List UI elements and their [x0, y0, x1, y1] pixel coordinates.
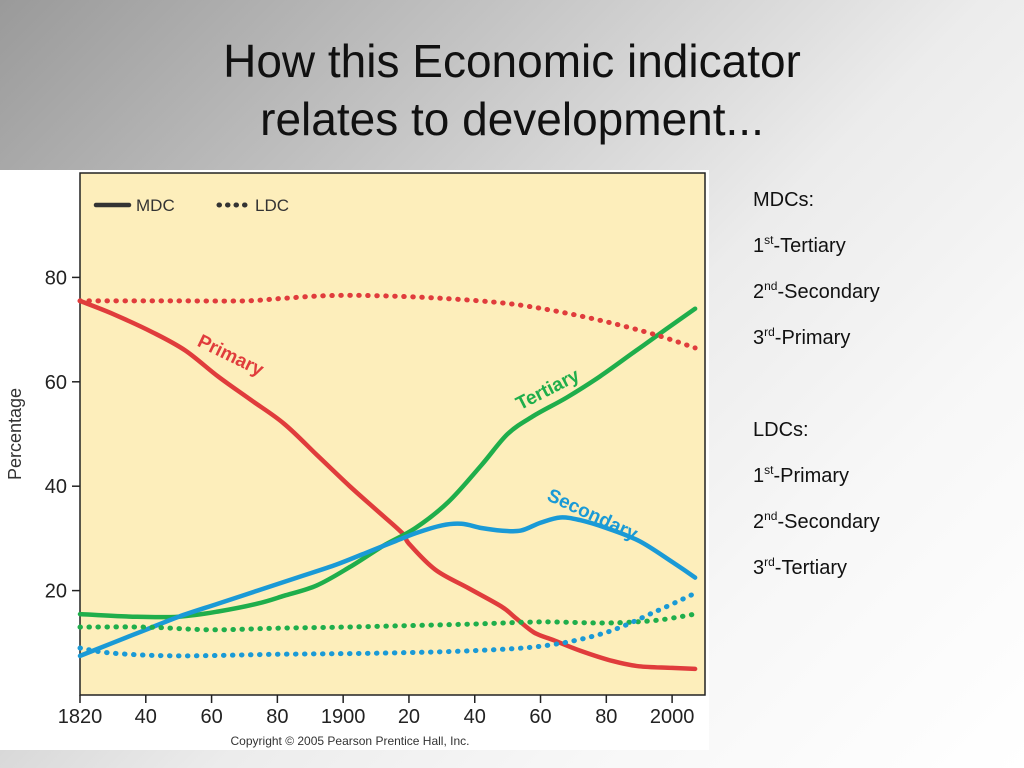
- y-tick-label: 60: [45, 372, 67, 394]
- ldc-heading: LDCs:: [753, 419, 809, 441]
- series-line-mdc-primary: [77, 298, 698, 672]
- x-tick-label: 80: [595, 706, 617, 728]
- axes: 20 40 60 80 1820 40 60 80 1900 20 40 60 80 2000: [45, 267, 695, 728]
- series-line-ldc-secondary: [77, 590, 698, 659]
- x-tick-label: 40: [464, 706, 486, 728]
- mdc-heading: MDCs:: [753, 189, 815, 211]
- series-line-mdc-secondary: [77, 515, 698, 659]
- series-line-ldc-tertiary: [77, 611, 698, 633]
- copyright-credit: Copyright © 2005 Pearson Prentice Hall, …: [231, 734, 470, 748]
- mdc-rank-1: 1st-Tertiary: [753, 233, 846, 257]
- plot-background: [79, 172, 706, 696]
- x-tick-label: 1820: [58, 706, 103, 728]
- x-tick-label: 80: [266, 706, 288, 728]
- slide-title-line-2: relates to development...: [260, 93, 764, 145]
- legend-label-mdc: MDC: [136, 196, 175, 215]
- x-tick-label: 1900: [321, 706, 366, 728]
- legend: MDC LDC: [93, 196, 289, 215]
- x-tick-label: 60: [529, 706, 551, 728]
- ldc-rank-3: 3rd-Tertiary: [753, 555, 848, 579]
- chart-figure: 20 40 60 80 1820 40 60 80 1900 20 40 60 80 2000 Prima…: [0, 170, 709, 750]
- series-lines: [77, 292, 698, 672]
- x-tick-label: 20: [398, 706, 420, 728]
- notes-spacer: [753, 370, 1013, 416]
- mdc-rank-3: 3rd-Primary: [753, 325, 851, 349]
- y-tick-label: 80: [45, 267, 67, 289]
- ldc-rank-2: 2nd-Secondary: [753, 509, 880, 533]
- ldc-rank-1: 1st-Primary: [753, 463, 850, 487]
- y-tick-label: 40: [45, 476, 67, 498]
- series-line-mdc-tertiary: [77, 306, 698, 620]
- slide-title: How this Economic indicator relates to d…: [0, 32, 1024, 148]
- slide-title-line-1: How this Economic indicator: [223, 35, 801, 87]
- x-tick-label: 2000: [650, 706, 695, 728]
- y-tick-label: 20: [45, 581, 67, 603]
- legend-label-ldc: LDC: [255, 196, 289, 215]
- y-axis-label: Percentage: [5, 388, 25, 480]
- series-line-ldc-primary: [77, 292, 698, 351]
- x-tick-label: 60: [200, 706, 222, 728]
- mdc-rank-2: 2nd-Secondary: [753, 279, 880, 303]
- sector-ranking-notes: MDCs: 1st-Tertiary 2nd-Secondary 3rd-Pri…: [753, 186, 1013, 600]
- x-tick-label: 40: [135, 706, 157, 728]
